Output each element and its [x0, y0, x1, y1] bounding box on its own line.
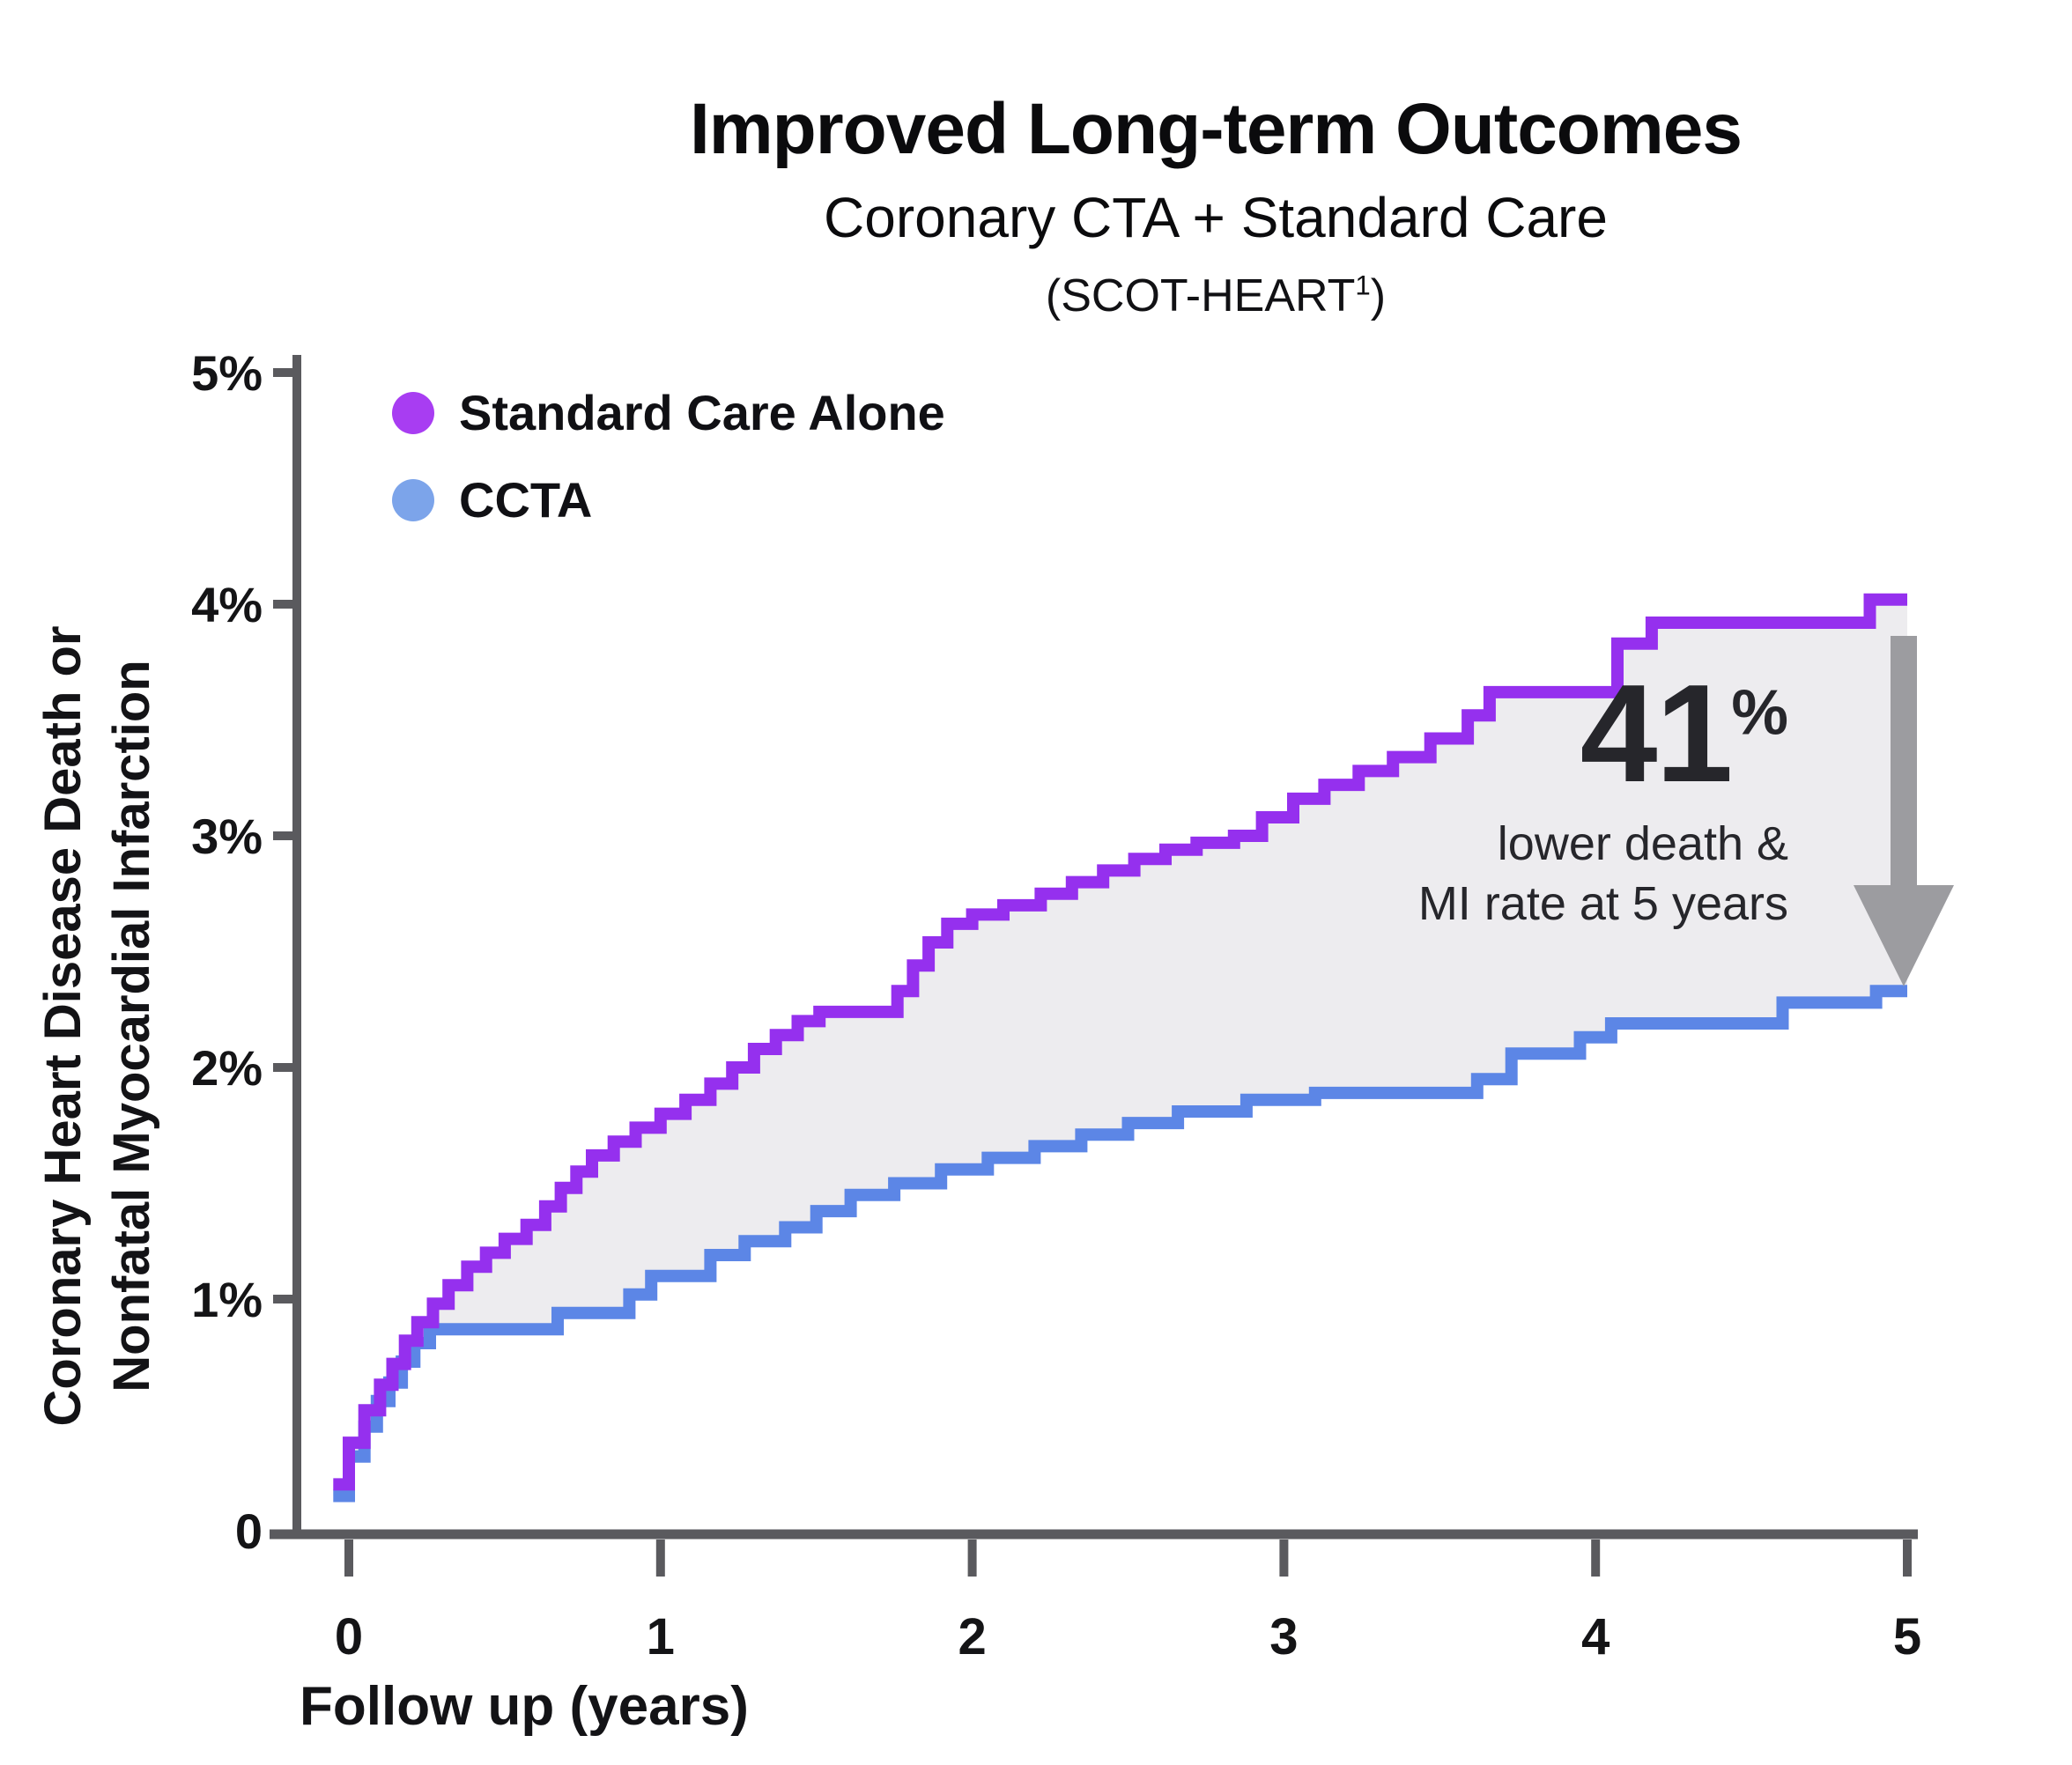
between-curves-shaded-band [333, 599, 1907, 1496]
x-tick-label: 2 [958, 1608, 986, 1665]
x-tick-label: 3 [1269, 1608, 1298, 1665]
y-axis-title-line2: Nonfatal Myocardial Infarction [103, 660, 160, 1392]
study-footnote-marker: 1 [1355, 270, 1371, 301]
legend-item-standard-care: Standard Care Alone [392, 384, 945, 441]
legend-label-standard-care: Standard Care Alone [459, 385, 945, 440]
x-axis-ticks: 0 1 2 3 4 5 [335, 1540, 1921, 1665]
study-close-paren: ) [1370, 270, 1387, 321]
title-block: Improved Long-term Outcomes Coronary CTA… [361, 88, 2070, 322]
result-annotation: 41% lower death & MI rate at 5 years [1418, 664, 1788, 934]
y-tick-label: 1% [191, 1272, 263, 1327]
legend: Standard Care Alone CCTA [392, 384, 945, 558]
standard-care-dot-icon [392, 391, 434, 434]
standard-care-step-line [333, 593, 1907, 1491]
y-axis-title: Coronary Heart Disease Death or Nonfatal… [29, 436, 179, 1616]
annotation-percent-sign: % [1731, 676, 1788, 749]
ccta-dot-icon [392, 478, 434, 521]
x-tick-label: 4 [1581, 1608, 1610, 1665]
x-tick-label: 5 [1893, 1608, 1921, 1665]
y-tick-label: 2% [191, 1040, 263, 1096]
annotation-text: lower death & MI rate at 5 years [1418, 814, 1788, 934]
y-tick-label: 0 [235, 1503, 263, 1559]
study-reference: (SCOT-HEART1) [361, 270, 2070, 322]
legend-item-ccta: CCTA [392, 471, 945, 528]
x-tick-label: 0 [335, 1608, 363, 1665]
annotation-number: 41 [1580, 656, 1734, 811]
x-tick-label: 1 [647, 1608, 675, 1665]
chart-title: Improved Long-term Outcomes [689, 89, 1743, 169]
legend-label-ccta: CCTA [459, 472, 593, 528]
annotation-text-line1: lower death & [1497, 817, 1788, 871]
study-name: (SCOT-HEART [1045, 270, 1356, 321]
y-tick-label: 4% [191, 577, 263, 632]
y-axis-ticks: 5% 4% 3% 2% 1% 0 [191, 345, 297, 1559]
y-axis-title-line1: Coronary Heart Disease Death or [34, 625, 92, 1427]
down-arrow-icon [1854, 636, 1954, 986]
annotation-percent: 41% [1418, 664, 1788, 803]
annotation-text-line2: MI rate at 5 years [1417, 877, 1788, 931]
chart-subtitle: Coronary CTA + Standard Care [824, 186, 1608, 249]
x-axis-title: Follow up (years) [300, 1676, 749, 1737]
y-tick-label: 3% [191, 809, 263, 864]
y-tick-label: 5% [191, 345, 263, 401]
